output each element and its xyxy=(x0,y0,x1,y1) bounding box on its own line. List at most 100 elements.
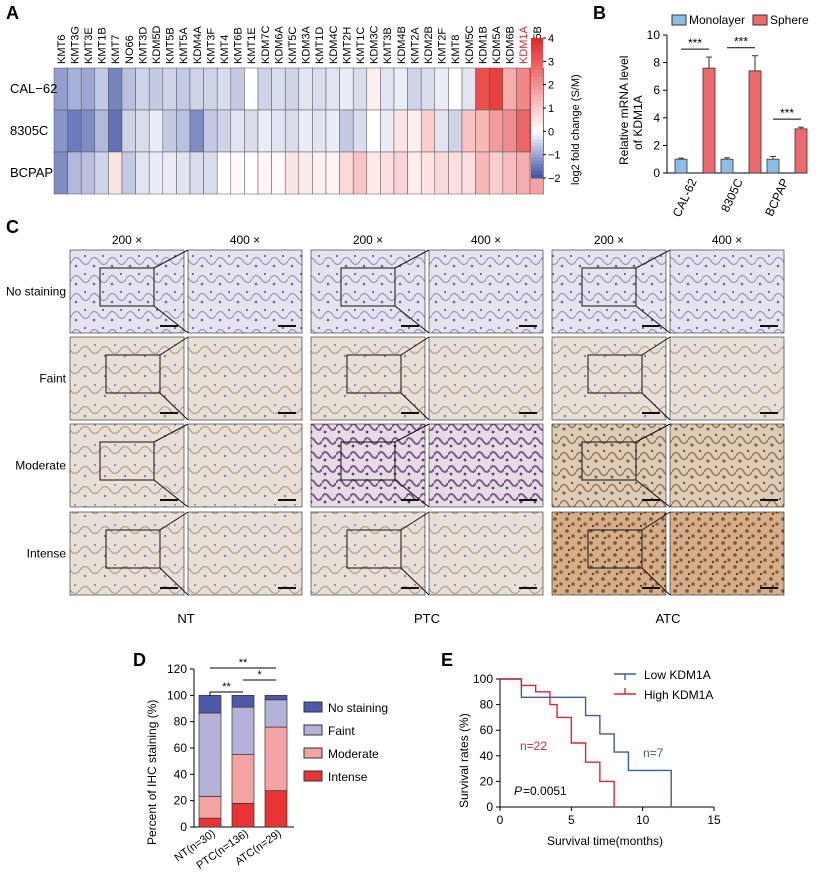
chart-d-ytick-label: 100 xyxy=(167,688,187,702)
ihc-image-200x xyxy=(310,336,426,421)
ihc-image-400x xyxy=(187,423,303,508)
heatmap-gene-label-kmt5a: KMT5A xyxy=(178,27,190,64)
chart-d-bar-segment-0-1 xyxy=(231,802,255,828)
ihc-zoom-line xyxy=(635,479,671,508)
colorbar-segment xyxy=(531,143,543,147)
ihc-image-200x xyxy=(310,249,426,334)
heatmap-gene-label-kdm1a: KDM1A xyxy=(518,25,530,64)
colorbar-segment xyxy=(531,150,543,154)
colorbar-segment xyxy=(531,76,543,81)
chart-d-ytick-label: 0 xyxy=(180,820,187,834)
chart-e-xtick-label: 10 xyxy=(636,813,650,827)
heatmap-cell-0-11 xyxy=(203,67,218,111)
heatmap-cell-2-22 xyxy=(352,151,368,195)
panel-letter-b: B xyxy=(593,3,606,23)
colorbar-segment xyxy=(531,55,543,60)
colorbar-segment xyxy=(531,80,543,84)
heatmap-gene-label-kmt7: KMT7 xyxy=(110,35,122,64)
heatmap-gene-label-kmt1b: KMT1B xyxy=(97,27,109,64)
heatmap-cell-2-12 xyxy=(216,151,232,195)
chart-e-n-high: n=22 xyxy=(520,739,547,753)
heatmap-cell-1-15 xyxy=(257,109,272,153)
heatmap-cell-1-23 xyxy=(366,109,381,153)
colorbar-segment xyxy=(531,111,543,116)
legend-swatch-monolayer xyxy=(671,14,687,26)
chart-d-ylabel: Percent of IHC staining (%) xyxy=(145,700,159,845)
heatmap-cell-1-14 xyxy=(244,109,259,153)
heatmap-cell-2-27 xyxy=(420,151,436,195)
colorbar-segment xyxy=(531,101,543,105)
chart-d-legend-swatch xyxy=(303,770,323,782)
ihc-mag-label-200x: 200 × xyxy=(594,233,624,247)
heatmap-cell-2-21 xyxy=(339,151,354,195)
heatmap-cell-0-27 xyxy=(420,67,436,111)
heatmap-cell-1-7 xyxy=(148,109,164,153)
chart-b-ylabel-line1: Relative mRNA level xyxy=(617,56,631,165)
heatmap-cell-2-18 xyxy=(298,151,313,195)
chart-e-ytick-label: 0 xyxy=(486,800,493,814)
colorbar-tick-label: 1 xyxy=(548,103,554,115)
heatmap-gene-label-kmt4: KMT4 xyxy=(219,35,231,64)
heatmap-cell-1-2 xyxy=(80,109,96,153)
heatmap-cell-2-29 xyxy=(448,151,463,195)
colorbar-segment xyxy=(531,136,543,140)
ihc-mag-label-200x: 200 × xyxy=(353,233,383,247)
ihc-zoom-box xyxy=(587,354,643,394)
chart-b-bar-monolayer-1 xyxy=(720,158,734,174)
ihc-image-grid: 200 × 400 × NT 200 × 400 × PTC 200 × 400 × ATC No… xyxy=(6,233,785,626)
chart-b-bar-sphere-1 xyxy=(748,70,762,174)
heatmap-cell-2-19 xyxy=(312,151,327,195)
heatmap-cell-0-8 xyxy=(162,67,177,111)
ihc-image-200x xyxy=(69,423,185,508)
chart-d-bar-segment-0-2 xyxy=(264,790,288,828)
heatmap-cell-2-16 xyxy=(271,151,286,195)
chart-e-p-label: P xyxy=(514,784,522,798)
heatmap-cell-0-31 xyxy=(475,67,490,111)
chart-e-ytick-label: 60 xyxy=(480,723,494,737)
chart-d-legend-swatch xyxy=(303,747,323,759)
heatmap-cell-2-4 xyxy=(108,151,123,195)
ihc-zoom-line xyxy=(159,511,189,531)
ihc-zoom-line xyxy=(641,392,671,421)
heatmap-cell-2-11 xyxy=(203,151,218,195)
chart-d-legend-swatch xyxy=(303,724,323,736)
heatmap-cell-2-20 xyxy=(325,151,340,195)
ihc-image-200x xyxy=(551,249,667,334)
heatmap-cell-1-30 xyxy=(461,109,476,153)
chart-b-bar-monolayer-0 xyxy=(674,158,688,174)
ihc-image-400x xyxy=(187,249,303,334)
heatmap-cell-1-26 xyxy=(407,109,422,153)
heatmap-gene-label-kmt2h: KMT2H xyxy=(341,27,353,64)
colorbar-segment xyxy=(531,45,543,49)
ihc-zoom-line xyxy=(400,392,430,421)
colorbar-tick-label: 4 xyxy=(548,33,554,45)
heatmap-gene-label-kdm2b: KDM2B xyxy=(423,26,435,64)
ihc-image-400x xyxy=(669,249,785,334)
heatmap-row-label-8305c: 8305C xyxy=(10,123,48,138)
heatmap-cell-2-14 xyxy=(244,151,259,195)
ihc-image-200x xyxy=(551,511,667,596)
chart-e-ytick-label: 80 xyxy=(480,698,494,712)
heatmap-cell-1-32 xyxy=(488,109,504,153)
ihc-zoom-line xyxy=(400,336,430,356)
heatmap-cell-1-9 xyxy=(176,109,191,153)
ihc-zoom-line xyxy=(159,567,189,596)
ihc-row-label-0: No staining xyxy=(6,285,66,299)
heatmap-cell-2-6 xyxy=(135,151,150,195)
chart-e-xtick-label: 15 xyxy=(707,813,721,827)
heatmap-gene-label-kdm3c: KDM3C xyxy=(369,25,381,64)
ihc-image-200x xyxy=(69,336,185,421)
ihc-zoom-box xyxy=(105,354,161,394)
ihc-zoom-box xyxy=(346,354,402,394)
heatmap-cell-0-25 xyxy=(393,67,408,111)
heatmap-cell-2-7 xyxy=(148,151,164,195)
chart-b-xtick-label: BCPAP xyxy=(762,176,792,218)
heatmap-cell-0-34 xyxy=(516,67,531,111)
heatmap-gene-label-kdm5a: KDM5A xyxy=(491,25,503,64)
heatmap-cell-1-17 xyxy=(284,109,300,153)
ihc-row-label-2: Moderate xyxy=(15,459,66,473)
heatmap-gene-label-kmt3b: KMT3B xyxy=(382,27,394,64)
ihc-zoom-line xyxy=(641,511,671,531)
chart-d-bar-segment-2-0 xyxy=(198,712,222,797)
